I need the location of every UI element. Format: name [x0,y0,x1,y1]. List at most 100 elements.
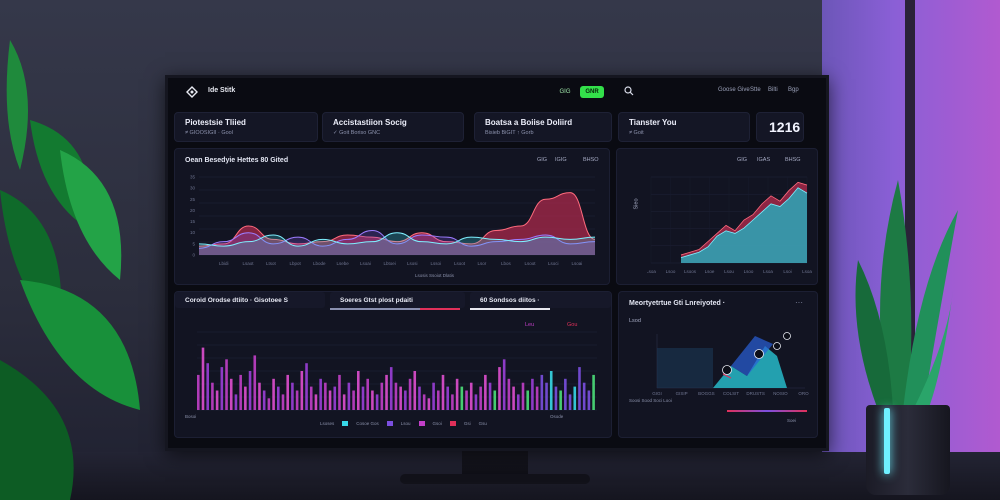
bar [371,390,374,410]
x-tick-label: NOSIO [773,391,788,396]
y-tick-label: 20 [190,208,196,213]
side-chart: GIGI GISIP BOGGS COLSIT DRUSTS NOSIO OROE [652,332,809,396]
tab-overview[interactable]: Coroid Orodse dtiito · Gisotoee S [175,292,325,308]
bar [573,386,577,410]
bar [465,390,468,410]
x-tick-label: Lsoa [647,269,656,274]
y-tick-label: 0 [192,253,195,258]
bar [319,378,322,410]
legend-item: GIG [537,157,548,163]
stat-card-subtitle: Bisieb BiGIT ↑ Gorb [485,130,534,136]
bar [361,386,365,410]
stat-card-2[interactable]: Accistastiion Socig ✓ Goit Boriso GNC [322,112,464,142]
y-axis-label: Sieo [633,198,640,210]
bar [554,386,558,410]
bar [366,378,369,410]
x-tick-label: Lsoos [684,269,697,274]
bar-chart-footer-right: Osode [550,414,564,419]
side-chart-footer: Soosi Sood Soci Looi [629,398,672,403]
stat-card-4[interactable]: Tianster You ≠ Goit [618,112,750,142]
search-icon[interactable] [624,86,634,96]
nav-item-4[interactable]: Bgp [788,87,799,93]
bar [408,378,412,410]
bar [394,382,398,410]
plant-pot [866,405,950,495]
bar [258,382,261,410]
bar [479,386,482,410]
x-tick-label: BOGGS [698,391,715,396]
bar [526,390,529,410]
bar [432,382,435,410]
bar [460,386,464,410]
bar [380,382,384,410]
x-tick-label: Lsoo [744,269,754,274]
bar [418,386,421,410]
data-point-marker[interactable] [783,332,791,340]
x-tick-label: Lsor [478,261,487,266]
legend-item: Lsoses [320,421,335,426]
bar [535,386,539,410]
bar [559,390,562,410]
series-line [680,187,808,259]
x-tick-label: Lsoot [454,261,466,266]
stat-card-3[interactable]: Boatsa a Boiise Doliird Bisieb BiGIT ↑ G… [474,112,612,142]
status-chip[interactable]: GIG [559,89,571,95]
bar [248,371,252,410]
bar [295,390,299,410]
tab-details[interactable]: 60 Sondsos diitos · [470,292,611,310]
legend-swatch [418,421,425,426]
bar [446,386,449,410]
bar [309,386,313,410]
series-line [198,232,596,247]
bar [277,386,280,410]
stat-card-value[interactable]: 1216 [756,112,804,142]
bar [305,363,308,410]
main-chart-title: Oean Besedyie Hettes 80 Gited [185,157,289,164]
nav-item-2[interactable]: Stte [750,87,761,93]
range-slider[interactable] [727,410,807,412]
x-tick-label: Lsoci [548,261,559,266]
bar [564,378,567,410]
bar [587,390,591,410]
bar [281,394,285,410]
legend-swatch [342,421,349,426]
bar [385,374,388,410]
bar [578,367,581,410]
bar [474,394,478,410]
bar [215,390,219,410]
series-line [198,229,596,249]
x-tick-label: Lsoai [572,261,583,266]
data-point-marker[interactable] [722,365,732,375]
pot-light-strip [884,408,890,474]
bar [328,390,332,410]
bar [422,394,426,410]
bar [197,374,200,410]
legend-item: Cosoe Gos [356,421,379,426]
primary-action-button[interactable]: GNR [580,86,604,98]
bar [540,374,544,410]
tab-indicator [330,308,420,310]
bar [272,378,275,410]
bar [201,347,205,410]
y-tick-label: 30 [190,186,196,191]
stat-card-subtitle: ≠ Goit [629,130,644,136]
x-tick-label: Lsaot [243,261,255,266]
nav-item-1[interactable]: Goose Give [718,87,750,93]
bar [437,390,440,410]
main-chart-footer: Lsosis Ssoiot Dlatis [415,273,455,278]
x-tick-label: Lbpot [290,261,302,266]
bar [469,382,473,410]
main-area-chart: Lbidi Lsaot Ltsot Lbpot Lbode Lsebe Lsoai Lbtoe… [190,175,596,266]
right-area-chart: Lsoa Lsoo Lsoos Lsoe Lsou Lsoo Lsoa Lsoi Lsoa [647,176,812,274]
x-tick-label: Lsoa [802,269,812,274]
nav-item-3[interactable]: Bilti [768,87,778,93]
data-point-marker[interactable] [773,342,781,350]
bar [582,382,586,410]
tab-series[interactable]: Soeres Gtst plost pdaiti [330,292,465,310]
stat-card-1[interactable]: Piotestsie Tliied ≠ GIOOSIGII · Gool [174,112,318,142]
right-chart-panel: GIG IGAS BHSG Sieo Lsoa Lsoo Lsoos Lsoe Lsou… [616,148,818,285]
data-point-marker[interactable] [754,349,764,359]
more-options-icon[interactable]: ··· [795,298,803,307]
y-tick-label: 35 [190,175,196,180]
bar [314,394,318,410]
